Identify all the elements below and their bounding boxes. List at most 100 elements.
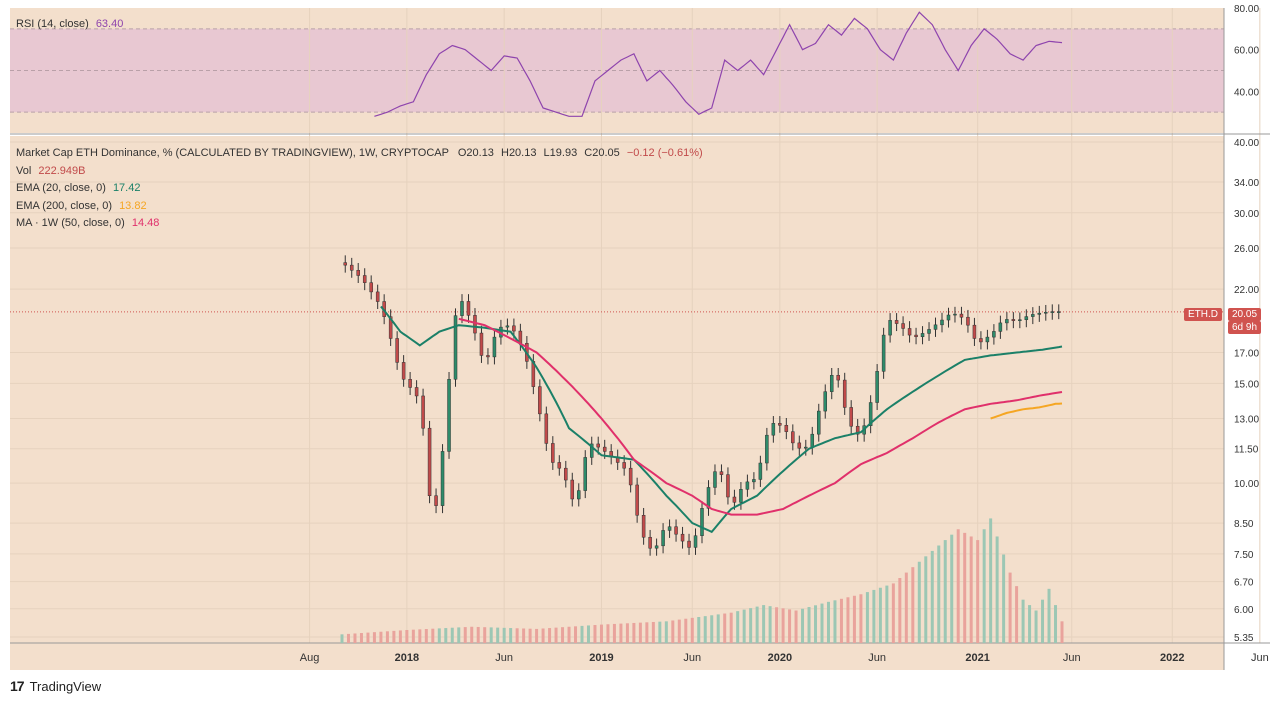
volume-bar	[820, 603, 824, 643]
volume-bar	[768, 606, 772, 643]
volume-bar	[359, 633, 363, 643]
volume-bar	[548, 628, 552, 643]
candle-body	[362, 275, 367, 283]
candle-body	[966, 316, 970, 326]
candle-body	[817, 410, 821, 435]
ohlc-high: H20.13	[501, 147, 537, 159]
volume-bar	[392, 630, 396, 643]
volume-bar	[574, 626, 578, 643]
volume-bar	[989, 518, 993, 643]
candle-body	[732, 496, 737, 503]
candle-body	[408, 379, 412, 388]
volume-bar	[684, 618, 688, 643]
x-tick-label: Jun	[683, 652, 701, 664]
volume-bar	[943, 540, 947, 643]
candle-body	[674, 526, 678, 535]
volume-bar	[651, 621, 655, 643]
ohlc-close: C20.05	[584, 147, 620, 159]
volume-bar	[528, 628, 532, 643]
volume-bar	[937, 545, 941, 643]
candle-body	[797, 442, 802, 449]
candle-body	[836, 375, 840, 381]
volume-bar	[930, 550, 934, 643]
volume-bar	[599, 624, 603, 643]
volume-bar	[982, 529, 986, 643]
ohlc-change: −0.12 (−0.61%)	[626, 147, 703, 159]
brand-text: TradingView	[29, 678, 102, 694]
rsi-label: RSI (14, close)	[16, 18, 89, 30]
volume-bar	[755, 606, 759, 643]
volume-bar	[1034, 610, 1038, 643]
candle-body	[577, 490, 581, 500]
volume-bar	[826, 601, 830, 643]
candle-body	[726, 474, 730, 498]
candle-body	[473, 315, 477, 334]
candle-body	[466, 301, 471, 316]
candle-body	[972, 324, 977, 339]
volume-bar	[437, 628, 441, 643]
candle-body	[356, 270, 360, 276]
candle-body	[414, 387, 419, 397]
volume-bar	[457, 627, 461, 643]
candle-body	[440, 451, 445, 506]
candle-body	[778, 423, 782, 426]
rsi-legend: RSI (14, close) 63.40	[16, 18, 123, 30]
time-axis-pane	[10, 643, 1224, 670]
candle-body	[894, 320, 899, 324]
volume-bar	[690, 617, 694, 643]
volume-bar	[638, 622, 642, 643]
candle-body	[855, 425, 860, 435]
candle-body	[719, 471, 724, 475]
volume-bar	[839, 598, 843, 643]
volume-bar	[444, 628, 448, 643]
symbol-line: Market Cap ETH Dominance, % (CALCULATED …	[16, 145, 703, 163]
y-tick-label: 15.00	[1234, 379, 1259, 390]
volume-bar	[366, 632, 370, 643]
candle-body	[765, 434, 769, 464]
volume-bar	[891, 583, 895, 643]
y-tick-label: 26.00	[1234, 244, 1259, 255]
candle-body	[998, 322, 1003, 332]
volume-bar	[781, 608, 785, 643]
volume-bar	[1015, 586, 1019, 643]
volume-bar	[671, 620, 675, 643]
candle-body	[635, 484, 639, 516]
volume-bar	[411, 629, 415, 643]
candle-body	[992, 331, 996, 338]
candle-body	[901, 323, 905, 329]
candle-body	[557, 462, 562, 469]
volume-bar	[405, 630, 409, 643]
volume-bar	[450, 627, 454, 643]
volume-bar	[995, 536, 999, 643]
candle-body	[706, 487, 711, 509]
volume-bar	[398, 630, 402, 643]
rsi-line	[374, 11, 1063, 117]
candle-body	[868, 402, 873, 426]
volume-bar	[697, 617, 701, 643]
candle-body	[375, 291, 380, 302]
vol-label: Vol	[16, 164, 32, 177]
volume-bar	[865, 592, 869, 643]
candle-body	[434, 495, 438, 506]
volume-bar	[379, 631, 383, 643]
volume-bar	[794, 610, 798, 643]
candle-body	[752, 479, 756, 483]
volume-bar	[833, 600, 837, 643]
candle-body	[589, 443, 594, 458]
volume-bar	[346, 633, 350, 643]
candle-body	[551, 443, 555, 463]
footer-brand[interactable]: 17 TradingView	[10, 678, 101, 694]
volume-bar	[580, 625, 584, 643]
candle-body	[829, 375, 834, 392]
candle-body	[1018, 319, 1022, 321]
ema20-label: EMA (20, close, 0)	[16, 182, 106, 194]
indicator-line	[990, 402, 1063, 420]
candle-body	[680, 533, 685, 542]
candle-body	[849, 407, 853, 427]
candle-body	[784, 425, 789, 432]
candle-body	[512, 325, 516, 332]
ma50-value: 14.48	[131, 217, 160, 229]
volume-legend: Vol 222.949B	[16, 163, 703, 181]
y-tick-label: 17.00	[1234, 349, 1259, 360]
